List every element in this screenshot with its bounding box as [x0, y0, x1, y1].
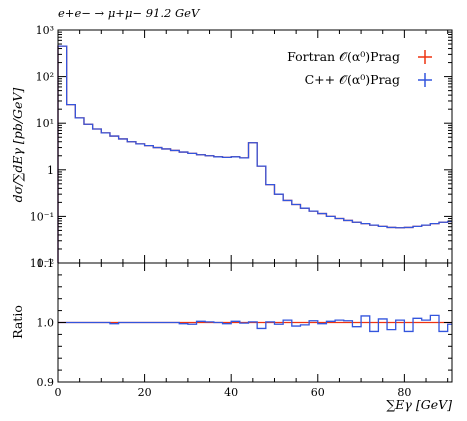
ratio-series-line [58, 314, 452, 333]
main-y-tick-label: 10⁻² [30, 257, 54, 270]
ratio-y-tick-label: 1.1 [37, 257, 55, 270]
legend: Fortran 𝒪(α⁰)Prag C++ 𝒪(α⁰)Prag [287, 49, 432, 87]
main-y-tick-label: 10⁻¹ [30, 210, 54, 223]
main-y-axis-label: dσ/∑dEγ [pb/GeV] [10, 88, 25, 203]
ratio-panel: 0.9 1.0 1.1 [37, 257, 453, 389]
main-y-tick-label: 10³ [36, 24, 54, 37]
main-y-tick-label: 10¹ [36, 117, 54, 130]
x-tick-label: 60 [311, 386, 325, 399]
legend-entry-cpp: C++ 𝒪(α⁰)Prag [305, 72, 400, 87]
x-tick-label: 80 [397, 386, 411, 399]
main-panel: 10⁻² 10⁻¹ 1 10¹ 10² 10³ [30, 24, 453, 270]
x-tick-label: 40 [224, 386, 238, 399]
main-y-tick-label: 10² [36, 71, 54, 84]
x-tick-label: 20 [138, 386, 152, 399]
plot-title: e+e− → μ+μ− 91.2 GeV [58, 6, 201, 20]
x-tick-label: 0 [55, 386, 62, 399]
series-cpp-line [57, 45, 452, 263]
ratio-y-axis-label: Ratio [10, 305, 25, 339]
ratio-y-tick-label: 0.9 [37, 376, 55, 389]
main-y-tick-label: 1 [47, 164, 54, 177]
legend-entry-fortran: Fortran 𝒪(α⁰)Prag [287, 49, 400, 64]
x-axis-label: ∑Eγ [GeV] [386, 397, 452, 412]
ratio-y-tick-label: 1.0 [37, 317, 55, 330]
